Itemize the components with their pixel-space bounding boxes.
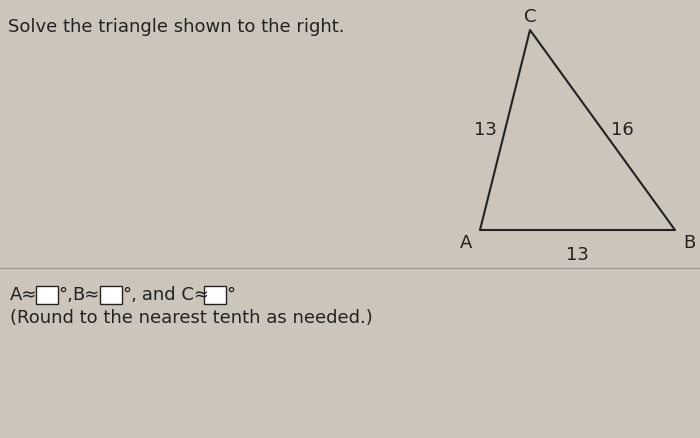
FancyBboxPatch shape — [36, 286, 58, 304]
Text: A≈: A≈ — [10, 286, 38, 304]
Text: A: A — [460, 234, 473, 252]
Text: B≈: B≈ — [72, 286, 99, 304]
Text: (Round to the nearest tenth as needed.): (Round to the nearest tenth as needed.) — [10, 309, 372, 327]
Text: Solve the triangle shown to the right.: Solve the triangle shown to the right. — [8, 18, 344, 36]
Text: 13: 13 — [474, 121, 496, 139]
Text: B: B — [683, 234, 695, 252]
FancyBboxPatch shape — [204, 286, 226, 304]
Text: and C≈: and C≈ — [136, 286, 209, 304]
Text: 16: 16 — [611, 121, 634, 139]
Text: C: C — [524, 8, 536, 26]
Text: °,: °, — [58, 286, 73, 304]
Text: 13: 13 — [566, 246, 589, 264]
Text: °,: °, — [122, 286, 137, 304]
Text: °: ° — [226, 286, 235, 304]
FancyBboxPatch shape — [100, 286, 122, 304]
